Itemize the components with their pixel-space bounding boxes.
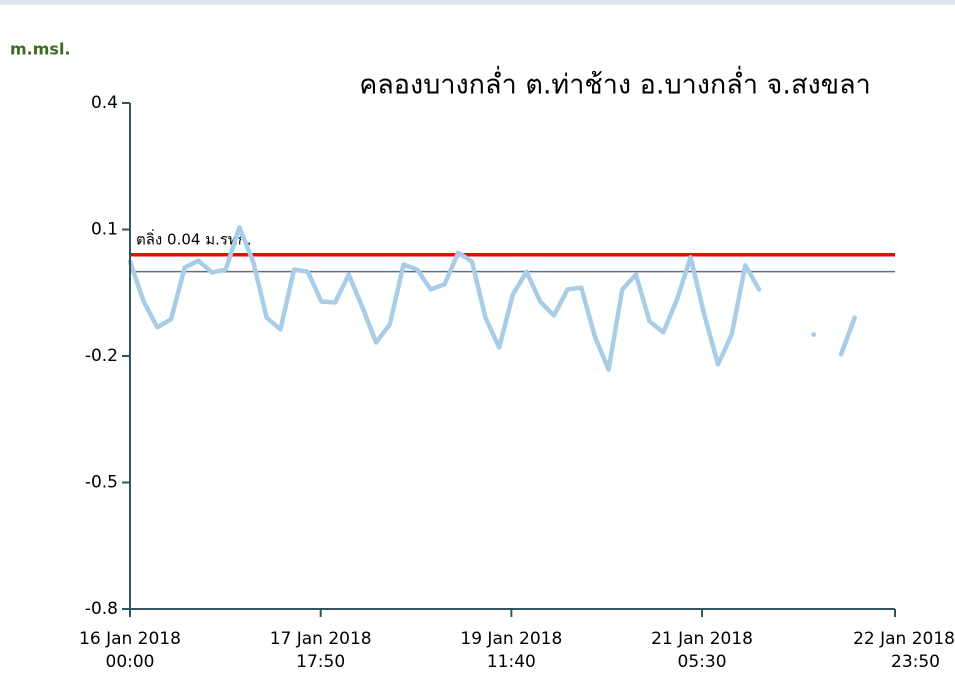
series-line <box>127 225 762 372</box>
x-tick-label: 17 Jan 2018 <box>270 629 372 649</box>
x-tick-label: 00:00 <box>106 652 155 672</box>
y-tick-label: 0.4 <box>91 93 118 113</box>
x-tick-label: 17:50 <box>296 652 345 672</box>
threshold-label: ตลิ่ง 0.04 ม.รทก. <box>136 228 252 248</box>
chart-title: คลองบางกล่ำ ต.ท่าช้าง อ.บางกล่ำ จ.สงขลา <box>359 66 871 101</box>
series-line <box>838 315 857 357</box>
x-tick-label: 22 Jan 2018 <box>853 629 955 649</box>
x-tick-label: 11:40 <box>487 652 536 672</box>
x-tick-label: 19 Jan 2018 <box>460 629 562 649</box>
x-tick-label: 21 Jan 2018 <box>651 629 753 649</box>
y-tick-label: -0.8 <box>85 599 118 619</box>
x-tick-label: 23:50 <box>891 652 940 672</box>
y-tick-label: -0.5 <box>85 473 118 493</box>
top-border <box>0 0 955 5</box>
y-tick-label: -0.2 <box>85 346 118 366</box>
series-point <box>811 332 817 337</box>
x-tick-label: 05:30 <box>678 652 727 672</box>
y-axis-title: m.msl. <box>10 40 71 59</box>
y-tick-label: 0.1 <box>91 220 118 240</box>
x-tick-label: 16 Jan 2018 <box>79 629 181 649</box>
